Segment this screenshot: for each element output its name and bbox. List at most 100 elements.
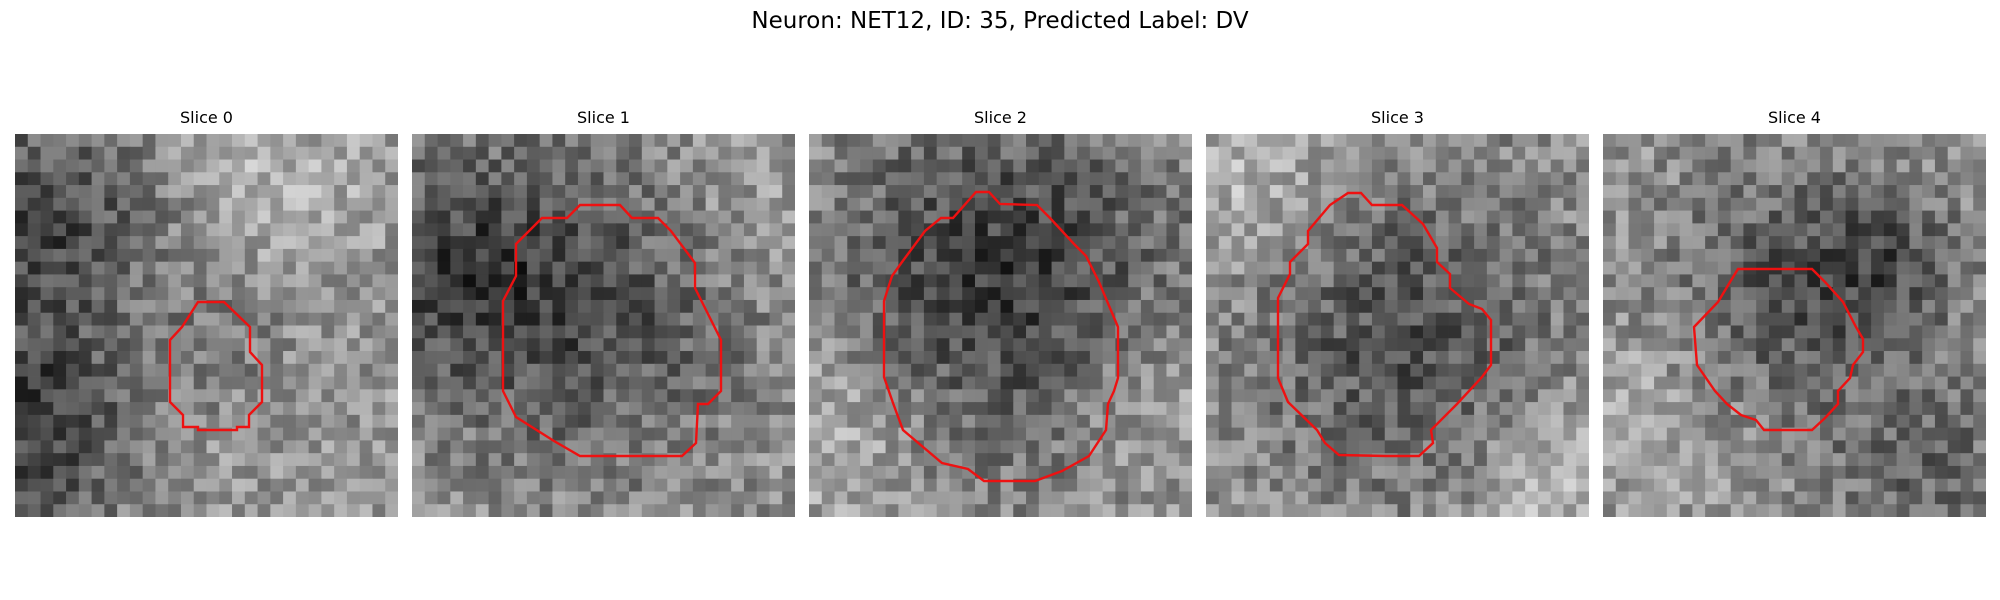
pixel [1717,210,1732,224]
pixel [1384,325,1398,339]
pixel [437,325,451,339]
pixel [1603,261,1617,275]
pixel [1922,299,1936,314]
pixel [1499,325,1513,339]
pixel [1038,210,1052,224]
pixel [1499,440,1513,454]
pixel [1934,376,1949,390]
pixel [1128,351,1142,365]
pixel [782,465,795,480]
pixel [1026,465,1040,480]
pixel [1282,453,1296,467]
pixel [629,134,643,148]
pixel [1512,389,1526,403]
pixel [821,261,835,275]
pixel [424,427,438,441]
pixel [692,197,707,211]
pixel [565,210,579,224]
pixel [809,363,823,377]
pixel [936,491,950,505]
pixel [66,134,80,148]
pixel [1525,210,1539,224]
pixel [91,465,105,480]
pixel [962,427,976,441]
pixel [616,287,630,301]
pixel [1743,274,1757,288]
pixel [1153,287,1167,301]
pixel [1641,172,1655,186]
pixel [974,172,989,186]
pixel [1807,363,1821,377]
pixel [1845,261,1859,275]
pixel [1692,414,1706,429]
pixel [1371,338,1386,352]
pixel [424,299,438,314]
pixel [1922,402,1936,416]
pixel [1206,351,1220,365]
pixel [1486,185,1501,199]
pixel [488,274,502,288]
pixel [53,274,67,288]
pixel [117,402,131,416]
pixel [1244,414,1258,429]
pixel [1947,465,1961,480]
pixel [450,312,464,326]
pixel [629,274,643,288]
pixel [590,427,604,441]
pixel [629,414,643,429]
pixel [155,287,169,301]
pixel [1730,159,1744,173]
pixel [142,287,156,301]
pixel [1883,338,1898,352]
pixel [1474,236,1488,250]
pixel [1576,172,1589,186]
pixel [244,363,258,377]
pixel [1308,402,1322,416]
pixel [590,185,604,199]
pixel [1512,261,1526,275]
pixel [1423,351,1437,365]
pixel [1537,389,1552,403]
pixel [974,197,989,211]
pixel [1397,223,1411,237]
pixel [911,159,925,173]
pixel [1140,261,1155,275]
pixel [1282,440,1296,454]
pixel [1257,159,1271,173]
pixel [412,453,426,467]
pixel [40,491,54,505]
pixel [641,299,655,314]
pixel [475,223,489,237]
pixel [923,453,938,467]
pixel [424,440,438,454]
pixel [1499,274,1513,288]
pixel [834,159,848,173]
pixel [1295,465,1309,480]
pixel [359,210,373,224]
pixel [539,351,553,365]
pixel [1410,376,1424,390]
pixel [1641,223,1655,237]
pixel [15,312,29,326]
pixel [1832,363,1846,377]
pixel [1717,185,1732,199]
pixel [1871,185,1885,199]
pixel [91,402,105,416]
pixel [295,287,310,301]
pixel [168,491,182,505]
pixel [1346,504,1360,517]
pixel [117,440,131,454]
pixel [974,299,989,314]
pixel [1026,351,1040,365]
pixel [936,172,950,186]
pixel [641,236,655,250]
pixel [1013,402,1027,416]
pixel [1615,248,1629,263]
pixel [1499,402,1513,416]
pixel [821,210,835,224]
pixel [232,491,246,505]
pixel [321,376,335,390]
pixel [949,299,963,314]
pixel [1730,312,1744,326]
pixel [756,134,770,148]
